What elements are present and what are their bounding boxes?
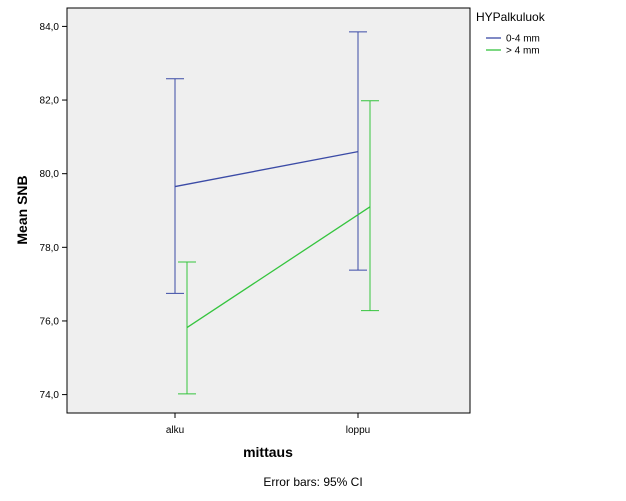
legend-label: 0-4 mm (506, 34, 540, 45)
mean-line (174, 150, 359, 188)
plot-area (66, 7, 471, 414)
y-tick-label: 78,0 (40, 243, 60, 254)
legend-title: HYPalkuluok (476, 10, 546, 24)
mean-line (186, 206, 371, 329)
series-1 (178, 100, 379, 395)
error-bars-footnote: Error bars: 95% CI (263, 475, 362, 489)
y-axis: 74,0 76,0 78,0 80,0 82,0 84,0 (40, 22, 67, 401)
y-tick-label: 80,0 (40, 169, 60, 180)
series-0 (166, 31, 367, 294)
x-tick-label: loppu (346, 425, 370, 436)
x-axis-title: mittaus (243, 444, 293, 460)
y-tick-label: 74,0 (40, 390, 60, 401)
x-axis: alku loppu (166, 413, 370, 436)
y-tick-label: 84,0 (40, 22, 60, 33)
legend: HYPalkuluok 0-4 mm> 4 mm (476, 10, 546, 57)
y-tick-label: 82,0 (40, 96, 60, 107)
y-axis-title: Mean SNB (14, 175, 30, 244)
y-tick-label: 76,0 (40, 316, 60, 327)
series-layer (166, 31, 379, 395)
x-tick-label: alku (166, 425, 184, 436)
legend-label: > 4 mm (506, 46, 540, 57)
